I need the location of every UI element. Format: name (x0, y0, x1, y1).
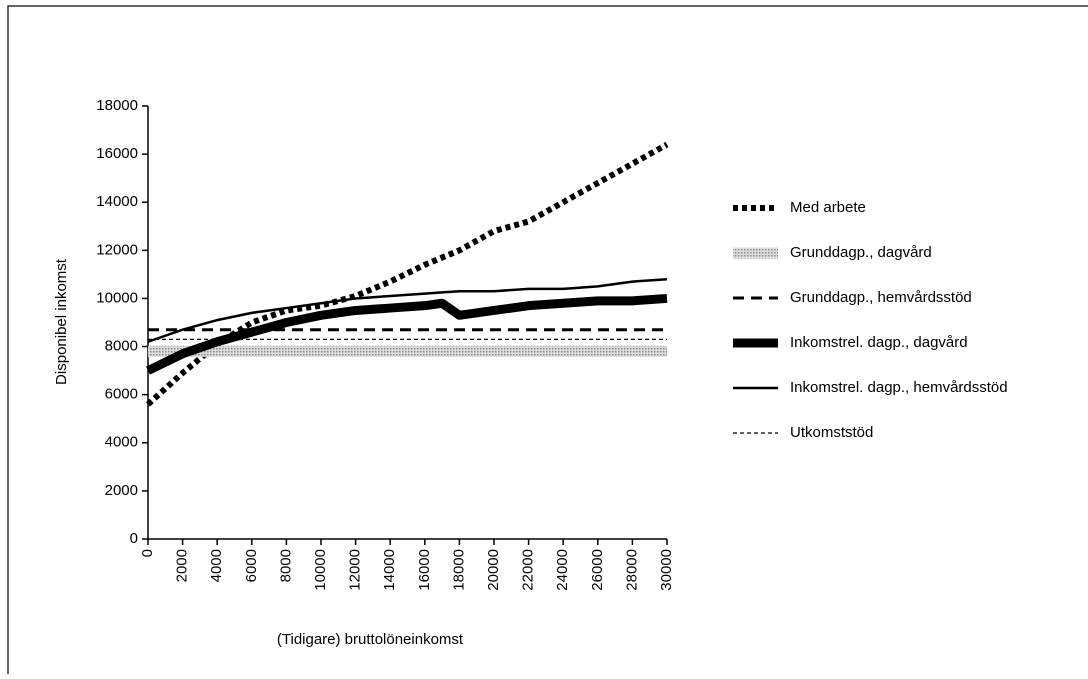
x-tick-label: 30000 (658, 549, 675, 591)
series-line (146, 293, 668, 375)
y-tick-label: 0 (130, 530, 138, 547)
legend-label: Inkomstrel. dagp., hemvårdsstöd (790, 379, 1008, 396)
y-tick-label: 2000 (105, 482, 138, 499)
x-tick-label: 2000 (174, 549, 191, 582)
series-line (145, 141, 669, 407)
x-tick-label: 16000 (416, 549, 433, 591)
series-line (147, 277, 668, 343)
y-tick-label: 4000 (105, 434, 138, 451)
x-axis-label: (Tidigare) bruttolöneinkomst (277, 631, 464, 648)
x-tick-label: 24000 (554, 549, 571, 591)
legend-label: Grunddagp., hemvårdsstöd (790, 289, 972, 306)
legend-label: Inkomstrel. dagp., dagvård (790, 334, 968, 351)
y-tick-label: 10000 (96, 289, 138, 306)
x-tick-label: 12000 (347, 549, 364, 591)
x-tick-label: 10000 (312, 549, 329, 591)
y-axis-label: Disponibel inkomst (53, 258, 70, 385)
x-tick-label: 8000 (277, 549, 294, 582)
x-tick-label: 14000 (381, 549, 398, 591)
x-tick-label: 0 (139, 549, 156, 557)
x-tick-label: 22000 (520, 549, 537, 591)
y-tick-label: 14000 (96, 193, 138, 210)
y-tick-label: 8000 (105, 338, 138, 355)
x-tick-label: 18000 (450, 549, 467, 591)
frame (7, 5, 1088, 679)
y-tick-label: 12000 (96, 241, 138, 258)
x-tick-label: 6000 (243, 549, 260, 582)
x-tick-label: 20000 (485, 549, 502, 591)
y-tick-label: 18000 (96, 97, 138, 114)
legend-label: Med arbete (790, 199, 866, 216)
y-tick-label: 16000 (96, 145, 138, 162)
x-tick-label: 4000 (208, 549, 225, 582)
x-tick-label: 26000 (589, 549, 606, 591)
legend-label: Utkomststöd (790, 424, 873, 441)
legend-label: Grunddagp., dagvård (790, 244, 932, 261)
y-tick-label: 6000 (105, 386, 138, 403)
x-tick-label: 28000 (623, 549, 640, 591)
